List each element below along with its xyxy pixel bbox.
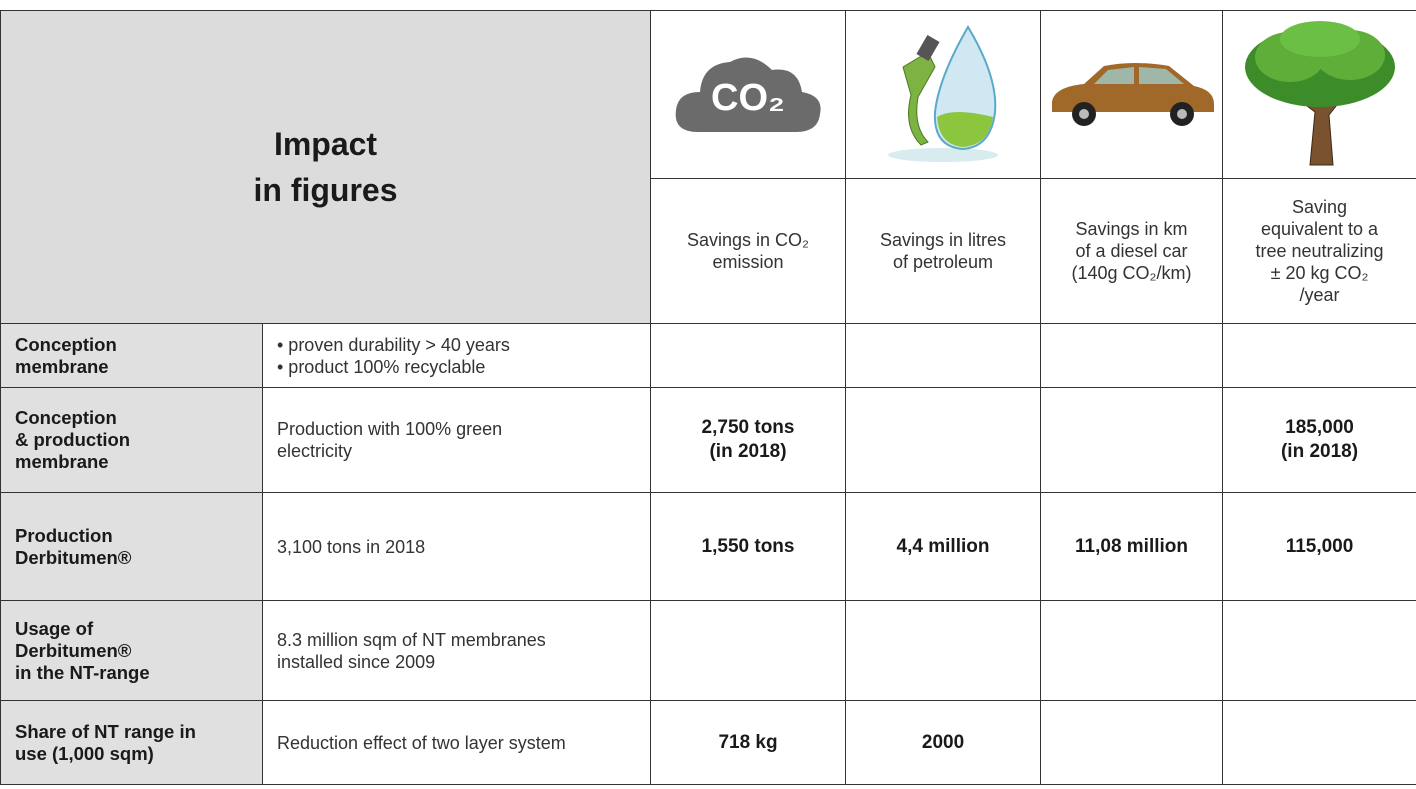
value-line: 718 kg xyxy=(665,731,831,755)
value-cell xyxy=(1223,701,1416,785)
row-description-line: Production with 100% green xyxy=(277,418,636,440)
value-cell xyxy=(1041,601,1223,701)
column-header-line: Savings in km xyxy=(1055,218,1208,240)
value-cell: 1,550 tons xyxy=(651,493,846,601)
column-header-line: Saving xyxy=(1237,196,1402,218)
row-label-line: Conception xyxy=(15,334,248,356)
value-line: (in 2018) xyxy=(1237,440,1402,464)
value-cell: 185,000(in 2018) xyxy=(1223,388,1416,493)
value-line: 2,750 tons xyxy=(665,416,831,440)
value-cell xyxy=(846,324,1041,388)
value-cell: 4,4 million xyxy=(846,493,1041,601)
value-cell xyxy=(1223,324,1416,388)
title-line: Impact xyxy=(15,121,636,167)
value-line: (in 2018) xyxy=(665,440,831,464)
car-icon xyxy=(1044,52,1219,132)
row-label-line: Derbitumen® xyxy=(15,640,248,662)
value-cell: 2,750 tons(in 2018) xyxy=(651,388,846,493)
row-description: Reduction effect of two layer system xyxy=(263,701,651,785)
row-description-line: Reduction effect of two layer system xyxy=(277,732,636,754)
title-line: in figures xyxy=(15,167,636,213)
row-label-line: in the NT-range xyxy=(15,662,248,684)
co2-icon-cell: CO₂ xyxy=(651,11,846,179)
value-line: 2000 xyxy=(860,731,1026,755)
row-description-line: 8.3 million sqm of NT membranes xyxy=(277,629,636,651)
row-label-line: membrane xyxy=(15,356,248,378)
column-header-line: Savings in CO₂ xyxy=(665,229,831,251)
value-cell: 11,08 million xyxy=(1041,493,1223,601)
row-label-line: use (1,000 sqm) xyxy=(15,743,248,765)
co2-icon: CO₂ xyxy=(668,42,828,142)
car-icon-cell xyxy=(1041,11,1223,179)
value-line: 11,08 million xyxy=(1055,535,1208,559)
value-cell xyxy=(1041,324,1223,388)
row-description-line: • product 100% recyclable xyxy=(277,356,636,378)
row-label-line: Conception xyxy=(15,407,248,429)
row-description-line: 3,100 tons in 2018 xyxy=(277,536,636,558)
row-description: • proven durability > 40 years• product … xyxy=(263,324,651,388)
value-cell xyxy=(1223,601,1416,701)
row-label-line: Derbitumen® xyxy=(15,547,248,569)
row-description: 3,100 tons in 2018 xyxy=(263,493,651,601)
value-line: 4,4 million xyxy=(860,535,1026,559)
value-line: 1,550 tons xyxy=(665,535,831,559)
column-header-line: tree neutralizing xyxy=(1237,240,1402,262)
tree-icon xyxy=(1235,17,1405,167)
column-header-line: ± 20 kg CO₂ xyxy=(1237,262,1402,284)
page: Impactin figures CO₂ Savings in CO₂emiss… xyxy=(0,0,1416,789)
value-cell xyxy=(651,601,846,701)
column-header-line: Savings in litres xyxy=(860,229,1026,251)
value-cell xyxy=(846,388,1041,493)
fuel-icon-cell xyxy=(846,11,1041,179)
co2-icon-label: CO₂ xyxy=(711,77,785,119)
value-cell xyxy=(1041,388,1223,493)
row-description-line: • proven durability > 40 years xyxy=(277,334,636,356)
fuel-icon xyxy=(873,17,1013,167)
row-label-line: Usage of xyxy=(15,618,248,640)
row-description-line: installed since 2009 xyxy=(277,651,636,673)
row-description-line: electricity xyxy=(277,440,636,462)
value-cell xyxy=(846,601,1041,701)
tree-icon-cell xyxy=(1223,11,1416,179)
column-header-line: equivalent to a xyxy=(1237,218,1402,240)
row-label-line: Production xyxy=(15,525,248,547)
row-label-line: Share of NT range in xyxy=(15,721,248,743)
row-label-line: membrane xyxy=(15,451,248,473)
value-line: 115,000 xyxy=(1237,535,1402,559)
column-header-line: of a diesel car xyxy=(1055,240,1208,262)
value-cell xyxy=(1041,701,1223,785)
column-header-line: /year xyxy=(1237,284,1402,306)
column-header-line: emission xyxy=(665,251,831,273)
column-header-line: (140g CO₂/km) xyxy=(1055,262,1208,284)
value-cell xyxy=(651,324,846,388)
value-cell: 2000 xyxy=(846,701,1041,785)
value-cell: 115,000 xyxy=(1223,493,1416,601)
column-header-line: of petroleum xyxy=(860,251,1026,273)
value-line: 185,000 xyxy=(1237,416,1402,440)
row-label-line: & production xyxy=(15,429,248,451)
value-cell: 718 kg xyxy=(651,701,846,785)
